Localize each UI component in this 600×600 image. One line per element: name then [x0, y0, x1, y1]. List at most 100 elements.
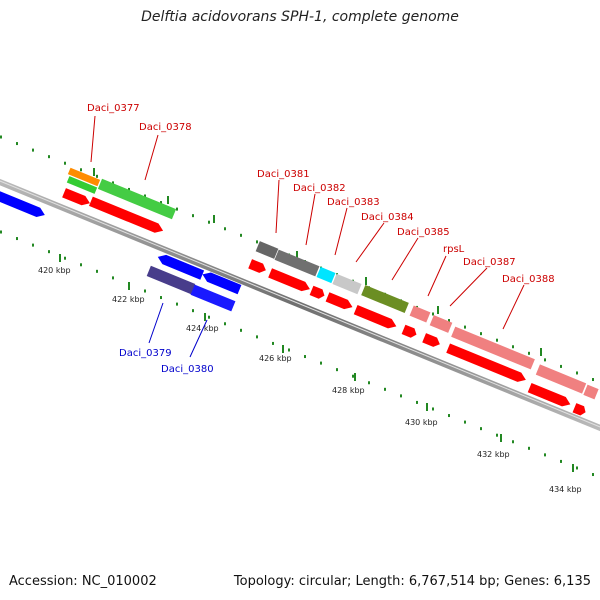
tick-dot [352, 374, 354, 378]
scale-label: 422 kbp [112, 295, 145, 304]
tick-dot [448, 319, 450, 323]
map-title: Delftia acidovorans SPH-1, complete geno… [141, 9, 459, 25]
tick-dot [416, 400, 418, 404]
forward-cds [446, 343, 526, 382]
gene-label: Daci_0378 [139, 122, 192, 133]
tick-dot [96, 174, 98, 178]
tick-dot [208, 315, 210, 319]
tick-dot [48, 250, 50, 254]
leader-line [144, 134, 159, 181]
tick-dot [560, 459, 562, 463]
gene-bar-pink [409, 305, 431, 323]
gene-label: Daci_0387 [463, 257, 516, 268]
major-tick [437, 306, 439, 314]
topology-text: Topology: circular; Length: 6,767,514 bp… [233, 574, 591, 589]
gene-bar-pink [583, 384, 599, 400]
tick-dot [576, 466, 578, 470]
genome-backbone [0, 178, 600, 432]
scale-labels: 420 kbp 422 kbp 424 kbp 426 kbp 428 kbp 430 k… [38, 266, 582, 494]
label-leaders [90, 115, 525, 358]
tick-dot [224, 227, 226, 231]
scale-label: 432 kbp [477, 450, 510, 459]
tick-dot [528, 446, 530, 450]
tick-dot [192, 214, 194, 218]
gene-label: Daci_0388 [502, 274, 555, 285]
tick-dot [448, 414, 450, 418]
accession-text: Accession: NC_010002 [9, 574, 157, 589]
leader-line [90, 115, 96, 163]
leader-line [148, 302, 164, 344]
major-tick [296, 251, 298, 259]
major-tick [354, 373, 356, 381]
forward-cds [422, 333, 440, 347]
reverse-cds [0, 188, 45, 217]
gene-label: Daci_0383 [327, 197, 380, 208]
leader-line [189, 319, 208, 358]
gene-labels: Daci_0377 Daci_0378 Daci_0381 Daci_0382 Daci… [87, 103, 555, 375]
gene-bar-green [66, 176, 98, 194]
major-tick [365, 277, 367, 285]
genome-backbone-highlight [0, 180, 600, 428]
tick-dot [144, 194, 146, 198]
tick-dot [288, 348, 290, 352]
inner-tick-track [0, 230, 594, 477]
gene-label: Daci_0384 [361, 212, 414, 223]
gene-label: Daci_0379 [119, 348, 172, 359]
tick-dot [160, 296, 162, 300]
tick-dot [544, 358, 546, 362]
forward-cds [353, 305, 397, 329]
gene-bar-lightgray [332, 273, 362, 295]
leader-line [334, 207, 348, 256]
leader-line [502, 284, 525, 330]
reverse-cds [157, 254, 205, 280]
tick-dot [400, 394, 402, 398]
tick-dot [432, 312, 434, 316]
gene-label: Daci_0377 [87, 103, 140, 114]
tick-dot [336, 368, 338, 372]
tick-dot [192, 309, 194, 313]
leader-line [449, 267, 488, 307]
tick-dot [0, 230, 2, 234]
tick-dot [48, 155, 50, 159]
tick-dot [16, 142, 18, 146]
gene-bar-blue [190, 284, 236, 312]
forward-cds [89, 196, 164, 233]
scale-label: 424 kbp [186, 324, 219, 333]
major-tick [59, 254, 61, 262]
forward-cds [527, 383, 571, 407]
tick-dot [240, 328, 242, 332]
tick-dot [512, 440, 514, 444]
major-tick [204, 313, 206, 321]
tick-dot [112, 181, 114, 185]
tick-dot [480, 427, 482, 431]
tick-dot [368, 381, 370, 385]
leader-line [355, 222, 385, 263]
tick-dot [576, 371, 578, 375]
gene-label: Daci_0382 [293, 183, 346, 194]
scale-label: 428 kbp [332, 386, 365, 395]
forward-cds [572, 403, 586, 416]
gene-bar-cyan [316, 266, 336, 284]
tick-dot [240, 233, 242, 237]
tick-dot [528, 351, 530, 355]
tick-dot [480, 332, 482, 336]
scale-label: 420 kbp [38, 266, 71, 275]
tick-dot [560, 364, 562, 368]
tick-dot [320, 361, 322, 365]
gene-bar-gray [274, 249, 320, 277]
major-tick [500, 434, 502, 442]
tick-dot [432, 407, 434, 411]
gene-bar-gray [255, 241, 279, 259]
tick-dot [16, 237, 18, 241]
tick-dot [464, 420, 466, 424]
gene-bar-pink [535, 364, 587, 394]
major-tick [128, 282, 130, 290]
scale-label: 430 kbp [405, 418, 438, 427]
tick-dot [176, 207, 178, 211]
tick-dot [64, 256, 66, 260]
gene-features [0, 167, 599, 416]
scale-label: 426 kbp [259, 354, 292, 363]
forward-cds [401, 324, 417, 338]
tick-dot [256, 335, 258, 339]
gene-label: Daci_0385 [397, 227, 450, 238]
